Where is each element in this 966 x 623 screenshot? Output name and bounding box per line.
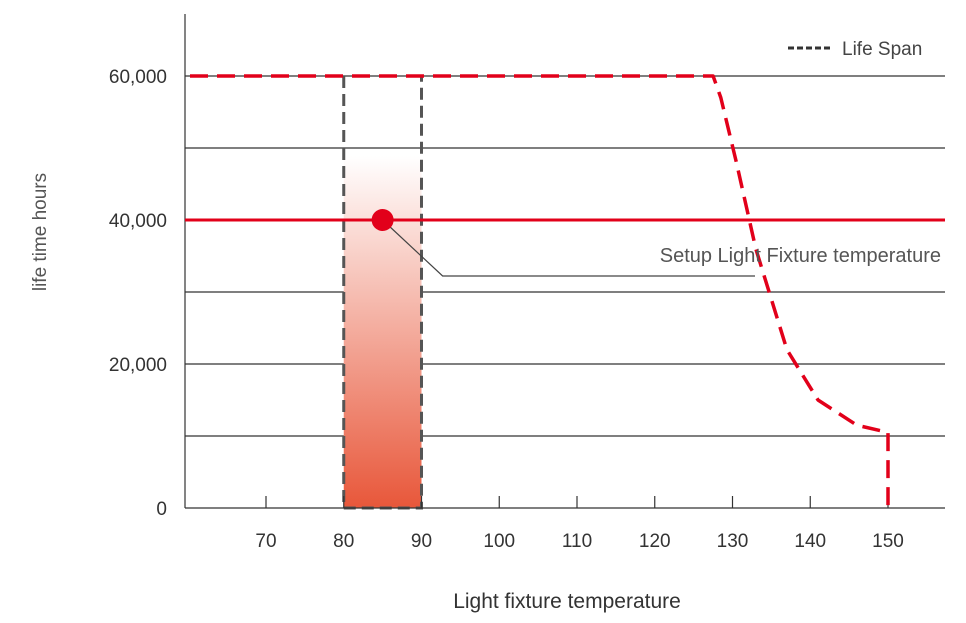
legend: Life Span xyxy=(788,39,922,60)
x-tick-label-70: 70 xyxy=(255,531,276,552)
x-tick-label-140: 140 xyxy=(794,531,826,552)
annotation-label: Setup Light Fixture temperature xyxy=(660,245,941,267)
x-tick-label-130: 130 xyxy=(717,531,749,552)
x-tick-label-100: 100 xyxy=(483,531,515,552)
series-line-life-span xyxy=(190,74,890,508)
y-axis-label: life time hours xyxy=(30,173,51,291)
axis-layer: 70 80 90 100 110 120 130 140 150 0 20,000 40,000 60,… xyxy=(109,14,945,552)
y-tick-label-40000: 40,000 xyxy=(109,211,167,232)
x-tick-label-90: 90 xyxy=(411,531,432,552)
highlight-band-fill xyxy=(343,156,422,508)
annotation-leader-line xyxy=(382,219,755,277)
band-layer xyxy=(342,76,423,510)
x-tick-label-150: 150 xyxy=(872,531,904,552)
annot-layer: Setup Light Fixture temperature xyxy=(371,209,941,277)
y-tick-label-0: 0 xyxy=(156,499,167,520)
y-tick-label-60000: 60,000 xyxy=(109,67,167,88)
series-layer xyxy=(185,74,945,508)
setup-temperature-marker xyxy=(371,209,394,231)
x-tick-label-80: 80 xyxy=(333,531,354,552)
legend-label: Life Span xyxy=(842,39,922,60)
x-axis-label: Light fixture temperature xyxy=(453,590,681,613)
x-tick-label-110: 110 xyxy=(562,531,592,552)
y-tick-label-20000: 20,000 xyxy=(109,355,167,376)
x-tick-label-120: 120 xyxy=(639,531,671,552)
